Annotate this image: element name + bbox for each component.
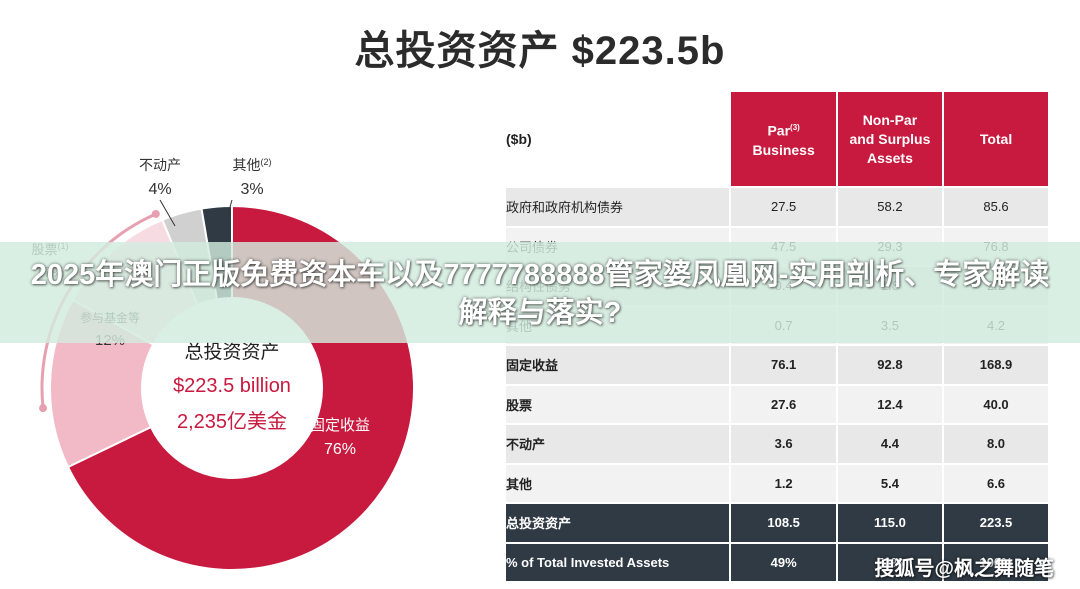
column-header-par: Par(3) Business — [729, 92, 836, 186]
table-cell: 51% — [835, 541, 943, 581]
table-row: 固定收益 76.1 92.8 168.9 — [506, 344, 1048, 384]
table-cell: 5.4 — [835, 462, 943, 502]
slice-name-label-3: 不动产 — [139, 157, 181, 173]
donut-center-text-0: 总投资资产 — [184, 341, 279, 363]
table-cell: 92.8 — [835, 344, 943, 384]
table-cell: 49% — [729, 541, 836, 581]
donut-center-text-1: $223.5 billion — [173, 375, 291, 397]
slice-value-label-4: 3% — [240, 181, 263, 198]
row-label: 其他 — [506, 462, 730, 502]
table-cell: 8.0 — [942, 423, 1048, 463]
table-cell: 168.9 — [942, 344, 1048, 384]
table-cell: 115.0 — [835, 502, 943, 542]
row-label: % of Total Invested Assets — [506, 541, 730, 581]
table-cell: 3.6 — [729, 423, 836, 463]
table-row: 股票 27.6 12.4 40.0 — [506, 383, 1048, 423]
table-cell: 85.6 — [942, 186, 1048, 226]
table-cell: 108.5 — [729, 502, 836, 542]
table-cell: 76.1 — [729, 344, 836, 384]
column-header-nonpar: Non-Par and Surplus Assets — [835, 92, 943, 186]
slice-value-label-3: 4% — [148, 181, 171, 198]
table-cell: 40.0 — [942, 383, 1048, 423]
table-cell: 27.6 — [729, 383, 836, 423]
table-cell: 58.2 — [835, 186, 943, 226]
table-row: % of Total Invested Assets 49% 51% 100% — [506, 541, 1048, 581]
overlay-banner-text: 2025年澳门正版免费资本车以及7777788888管家婆凤凰网-实用剖析、专家… — [30, 259, 1050, 329]
row-label: 股票 — [506, 383, 730, 423]
table-cell: 6.6 — [942, 462, 1048, 502]
table-row: 总投资资产 108.5 115.0 223.5 — [506, 502, 1048, 542]
page-title: 总投资资产 $223.5b — [354, 29, 726, 73]
donut-center-text-2: 2,235亿美金 — [177, 410, 287, 433]
watermark: 搜狐号@枫之舞随笔 — [874, 558, 1054, 580]
column-header-line: Business — [752, 141, 815, 158]
leader-line-0 — [159, 199, 176, 227]
slice-name-label-0: 固定收益 — [310, 417, 370, 434]
slice-name-label-4: 其他(2) — [233, 157, 272, 173]
table-cell: 12.4 — [835, 383, 943, 423]
units-label: ($b) — [506, 92, 730, 186]
column-header-line: Non-Par — [862, 111, 918, 128]
column-header-total: Total — [942, 92, 1048, 186]
table-cell: 4.4 — [835, 423, 943, 463]
table-row: 政府和政府机构债券 27.5 58.2 85.6 — [506, 186, 1048, 226]
row-label: 政府和政府机构债券 — [506, 186, 730, 226]
table-header-row: ($b) Par(3) Business Non-Par and Surplus As… — [506, 92, 1048, 186]
table-cell: 100% — [942, 541, 1048, 581]
table-row: 其他 1.2 5.4 6.6 — [506, 462, 1048, 502]
column-header-line: Assets — [866, 149, 913, 166]
row-label: 固定收益 — [506, 344, 730, 384]
column-header-line: Total — [979, 130, 1013, 147]
table-row: 不动产 3.6 4.4 8.0 — [506, 423, 1048, 463]
column-header-footnote: (3) — [790, 123, 800, 133]
column-header-line: and Surplus — [849, 130, 931, 147]
table-cell: 1.2 — [729, 462, 836, 502]
equity-range-dot-1 — [151, 209, 160, 218]
table-cell: 223.5 — [942, 502, 1048, 542]
row-label: 不动产 — [506, 423, 730, 463]
column-header-line: Par — [767, 122, 791, 139]
equity-range-dot-0 — [39, 404, 48, 413]
table-cell: 27.5 — [729, 186, 836, 226]
overlay-banner — [0, 242, 1080, 343]
leader-line-1 — [227, 199, 233, 215]
slice-value-label-0: 76% — [324, 441, 356, 458]
row-label: 总投资资产 — [506, 502, 730, 542]
